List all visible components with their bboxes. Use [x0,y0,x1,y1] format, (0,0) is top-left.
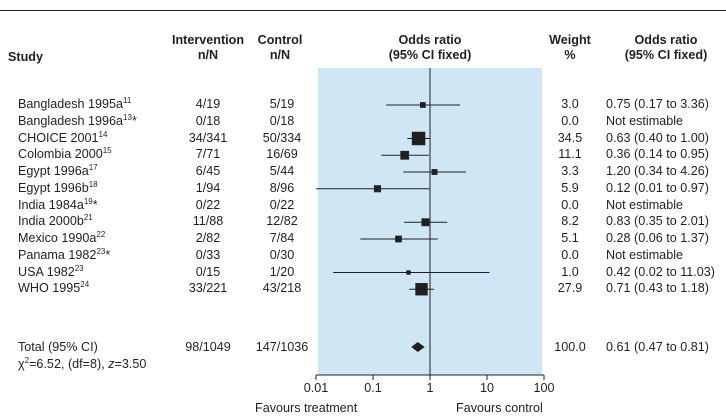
control-value: 50/334 [262,130,302,145]
weight-value: 3.0 [561,97,579,111]
odds-ratio-text: 1.20 (0.34 to 4.26) [606,164,709,178]
odds-ratio-text: 0.28 (0.06 to 1.37) [606,231,709,245]
study-name: CHOICE 200114 [18,129,108,145]
study-name: Bangladesh 1996a13* [18,112,137,128]
header-odds-text: Odds ratio (95% CI fixed) [624,33,708,62]
control-value: 0/22 [269,197,295,212]
study-name: WHO 199524 [18,280,90,296]
control-value: 12/82 [266,214,298,229]
total-or-text: 0.61 (0.47 to 0.81) [606,340,709,354]
total-label: Total (95% CI) [18,340,98,354]
odds-ratio-text: 0.36 (0.14 to 0.95) [606,147,709,162]
header-intervention: Intervention n/N [171,33,245,62]
weight-value: 0.0 [561,197,579,212]
control-value: 7/84 [269,231,295,245]
heterogeneity-stats: χ2=6.52, (df=8), z=3.50 [18,356,147,372]
odds-ratio-text: 0.83 (0.35 to 2.01) [606,214,709,229]
weight-value: 0.0 [561,247,579,262]
weight-value: 5.9 [561,180,579,195]
odds-ratio-text: 0.75 (0.17 to 3.36) [606,97,709,111]
odds-ratio-text: 0.71 (0.43 to 1.18) [606,281,709,296]
intervention-value: 11/88 [192,214,224,229]
study-name: India 2000b21 [18,213,93,229]
point-estimate [373,185,382,193]
control-value: 0/18 [269,113,295,128]
intervention-value: 1/94 [195,180,221,195]
total-weight: 100.0 [554,340,586,354]
odds-ratio-text: 0.42 (0.02 to 11.03) [606,264,715,279]
control-value: 5/19 [269,97,295,111]
x-tick-label: 0.01 [303,381,329,395]
study-name: Egypt 1996a17 [18,163,98,179]
point-estimate [421,218,430,227]
intervention-value: 2/82 [195,231,221,245]
intervention-value: 7/71 [195,147,221,162]
odds-ratio-text: 0.63 (0.40 to 1.00) [606,130,709,145]
intervention-value: 0/22 [195,197,221,212]
odds-ratio-text: Not estimable [606,197,683,212]
header-weight: Weight% [549,33,591,62]
weight-value: 3.3 [561,164,579,178]
point-estimate [400,150,410,160]
control-value: 1/20 [269,264,295,279]
favours-treatment-label: Favours treatment [255,401,358,415]
control-value: 16/69 [266,147,298,162]
weight-value: 1.0 [561,264,579,279]
point-estimate [406,270,411,275]
weight-value: 27.9 [557,281,583,296]
total-diamond [411,342,425,352]
point-estimate [415,283,428,296]
study-name: India 1984a19* [18,196,98,212]
weight-value: 0.0 [561,113,579,128]
intervention-value: 0/18 [195,113,221,128]
study-name: Colombia 200015 [18,146,112,162]
x-tick-label: 100 [533,381,555,395]
intervention-value: 33/221 [188,281,228,296]
point-estimate [431,169,438,175]
point-estimate [411,131,426,146]
total-control: 147/1036 [255,340,309,354]
intervention-value: 0/33 [195,247,221,262]
control-value: 0/30 [269,247,295,262]
point-estimate [395,235,402,243]
header-study: Study [8,50,43,64]
total-intervention: 98/1049 [185,340,231,354]
intervention-value: 4/19 [195,97,221,111]
weight-value: 11.1 [558,147,582,162]
odds-ratio-text: Not estimable [606,113,683,128]
weight-value: 8.2 [561,214,579,229]
point-estimate [420,102,426,108]
study-name: USA 198223 [18,263,84,279]
control-value: 8/96 [269,180,295,195]
control-value: 5/44 [269,164,295,178]
weight-value: 5.1 [561,231,579,245]
study-name: Bangladesh 1995a11 [18,96,132,112]
weight-value: 34.5 [557,130,583,145]
odds-ratio-text: 0.12 (0.01 to 0.97) [606,180,709,195]
study-name: Panama 198223* [18,246,111,262]
study-name: Mexico 1990a22 [18,230,106,246]
header-odds-plot: Odds ratio (95% CI fixed) [388,33,472,62]
x-tick-label: 0.1 [364,381,382,395]
x-tick-label: 10 [479,381,494,395]
intervention-value: 0/15 [195,264,221,279]
intervention-value: 6/45 [195,164,221,178]
x-tick-label: 1 [426,381,434,395]
top-rule [0,10,726,11]
odds-ratio-text: Not estimable [606,247,683,262]
control-value: 43/218 [262,281,302,296]
study-name: Egypt 1996b18 [18,179,98,195]
header-control: Control n/N [257,33,303,62]
favours-control-label: Favours control [456,401,543,415]
intervention-value: 34/341 [188,130,228,145]
